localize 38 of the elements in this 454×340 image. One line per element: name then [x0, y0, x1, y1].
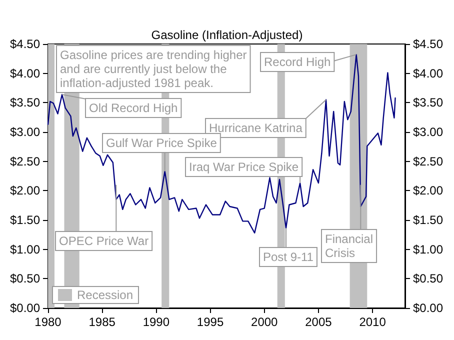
- y-tick-label: $4.50: [10, 37, 40, 51]
- y2-tick-label: $4.00: [413, 66, 444, 80]
- band-label: Recession: [77, 288, 134, 302]
- y2-tick-label: $0.50: [413, 272, 444, 286]
- y-tick-label: $0.50: [10, 272, 40, 286]
- x-tick-label: 1995: [196, 315, 224, 329]
- annotation: Gasoline prices are trending higher and are currently just below the inflation-adjusted 1981 peak.: [60, 48, 247, 90]
- x-tick-label: 1990: [142, 315, 170, 329]
- y-tick-label: $3.00: [10, 125, 40, 139]
- y-tick-label: $4.00: [10, 66, 40, 80]
- y2-tick-label: $3.50: [413, 96, 444, 110]
- y2-tick-label: $4.50: [413, 37, 444, 51]
- annotation: Old Record High: [89, 101, 178, 115]
- y-tick-label: $3.50: [10, 96, 40, 110]
- annotation: Gulf War Price Spike: [106, 136, 218, 150]
- x-tick-label: 1980: [34, 315, 62, 329]
- x-tick-label: 2010: [359, 315, 386, 329]
- annotation: Iraq War Price Spike: [189, 160, 299, 174]
- y2-tick-label: $0.00: [413, 301, 444, 315]
- y2-tick-label: $2.00: [413, 184, 444, 198]
- y2-tick-label: $2.50: [413, 154, 444, 168]
- y2-tick-label: $3.00: [413, 125, 444, 139]
- y-tick-label: $2.00: [10, 184, 40, 198]
- y-tick-label: $2.50: [10, 154, 40, 168]
- x-tick-label: 1985: [88, 315, 116, 329]
- x-tick-label: 2000: [251, 315, 278, 329]
- annotation: Hurricane Katrina: [209, 121, 303, 135]
- annotation: Record High: [264, 55, 331, 69]
- y-tick-label: $1.00: [10, 242, 40, 256]
- annotation: Post 9-11: [263, 250, 314, 264]
- y2-tick-label: $1.50: [413, 213, 444, 227]
- x-tick-label: 2005: [305, 315, 332, 329]
- y-tick-label: $0.00: [10, 301, 40, 315]
- annotation: Financial Crisis: [325, 232, 374, 260]
- chart-subtitle: Gasoline (Inflation-Adjusted): [151, 28, 303, 42]
- y-tick-label: $1.50: [10, 213, 40, 227]
- y2-tick-label: $1.00: [413, 242, 444, 256]
- annotation: OPEC Price War: [59, 234, 149, 248]
